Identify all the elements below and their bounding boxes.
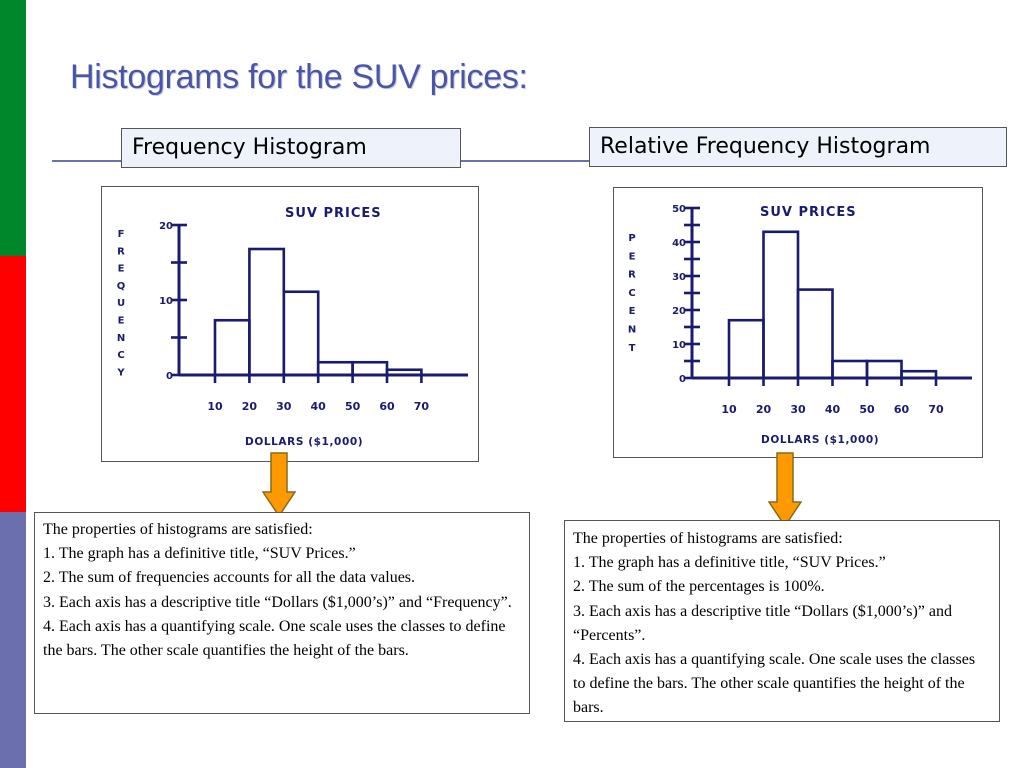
notes-line: 1. The graph has a definitive title, “SU… [573,554,886,572]
notes-line: 2. The sum of the percentages is 100%. [573,578,825,596]
divider-line [52,160,122,162]
y-tick-label: 20 [159,221,173,232]
divider-line [460,160,590,162]
x-tick-label: 40 [311,400,327,413]
relative-frequency-histogram-svg: SUV PRICES 10 20 30 40 50 60 70 0 10 20 30 40 50 DOLLA… [628,204,972,446]
chart-title: SUV PRICES [285,206,382,221]
histogram-bar [831,359,869,380]
x-tick-label: 40 [825,403,841,416]
y-tick-label: 10 [159,296,173,307]
notes-line: 2. The sum of frequencies accounts for a… [43,569,416,587]
notes-line: 4. Each axis has a quantifying scale. On… [573,651,976,717]
y-tick-label: 0 [679,374,686,385]
down-arrow-icon [262,452,296,518]
x-tick-label: 70 [414,400,430,413]
notes-line: The properties of histograms are satisfi… [573,530,843,547]
x-tick-label: 50 [345,400,361,413]
notes-line: 4. Each axis has a quantifying scale. On… [43,617,506,660]
histogram-bar [796,288,834,380]
relative-frequency-histogram-chart: SUV PRICES 10 20 30 40 50 60 70 0 10 20 30 40 50 DOLLA… [613,187,983,458]
frequency-histogram-header: Frequency Histogram [121,128,461,168]
relative-frequency-histogram-header: Relative Frequency Histogram [589,127,1007,167]
notes-line: 3. Each axis has a descriptive title “Do… [43,593,512,611]
y-tick-label: 0 [166,371,173,382]
histogram-bar [282,290,320,377]
x-tick-label: 20 [756,403,772,416]
histogram-bar [316,360,354,377]
x-tick-label: 60 [379,400,395,413]
down-arrow-icon [768,452,802,528]
notes-line: 3. Each axis has a descriptive title “Do… [573,602,952,644]
accent-stripe-purple [0,512,26,768]
x-tick-label: 10 [721,403,737,416]
y-tick-label: 30 [672,272,686,283]
histogram-bar [351,360,389,377]
notes-line: The properties of histograms are satisfi… [43,521,313,538]
y-tick-label: 10 [672,340,686,351]
accent-stripe-green [0,0,26,256]
x-axis-label: DOLLARS ($1,000) [761,434,879,446]
x-tick-label: 10 [207,400,223,413]
y-tick-label: 50 [672,204,686,215]
x-tick-label: 60 [894,403,910,416]
accent-stripe-red [0,256,26,512]
histogram-bar [213,318,251,377]
x-axis-label: DOLLARS ($1,000) [245,436,363,448]
x-tick-label: 30 [276,400,292,413]
x-tick-label: 20 [242,400,258,413]
frequency-histogram-chart: SUV PRICES 10 20 30 40 50 60 70 0 10 20 DOLLARS ($1… [101,186,479,462]
y-tick-label: 20 [672,306,686,317]
x-tick-label: 70 [928,403,944,416]
slide-title: Histograms for the SUV prices: [70,58,528,96]
frequency-histogram-svg: SUV PRICES 10 20 30 40 50 60 70 0 10 20 DOLLARS ($1… [116,206,468,448]
chart-title: SUV PRICES [760,205,857,220]
frequency-histogram-notes: The properties of histograms are satisfi… [34,512,530,714]
x-tick-label: 30 [790,403,806,416]
y-tick-label: 40 [672,238,686,249]
relative-frequency-histogram-notes: The properties of histograms are satisfi… [564,520,1000,722]
notes-line: 1. The graph has a definitive title, “SU… [43,545,356,563]
x-tick-label: 50 [859,403,875,416]
histogram-bar [248,247,286,377]
histogram-bar [865,359,903,380]
histogram-bar [727,318,765,380]
histogram-bar [762,230,800,380]
